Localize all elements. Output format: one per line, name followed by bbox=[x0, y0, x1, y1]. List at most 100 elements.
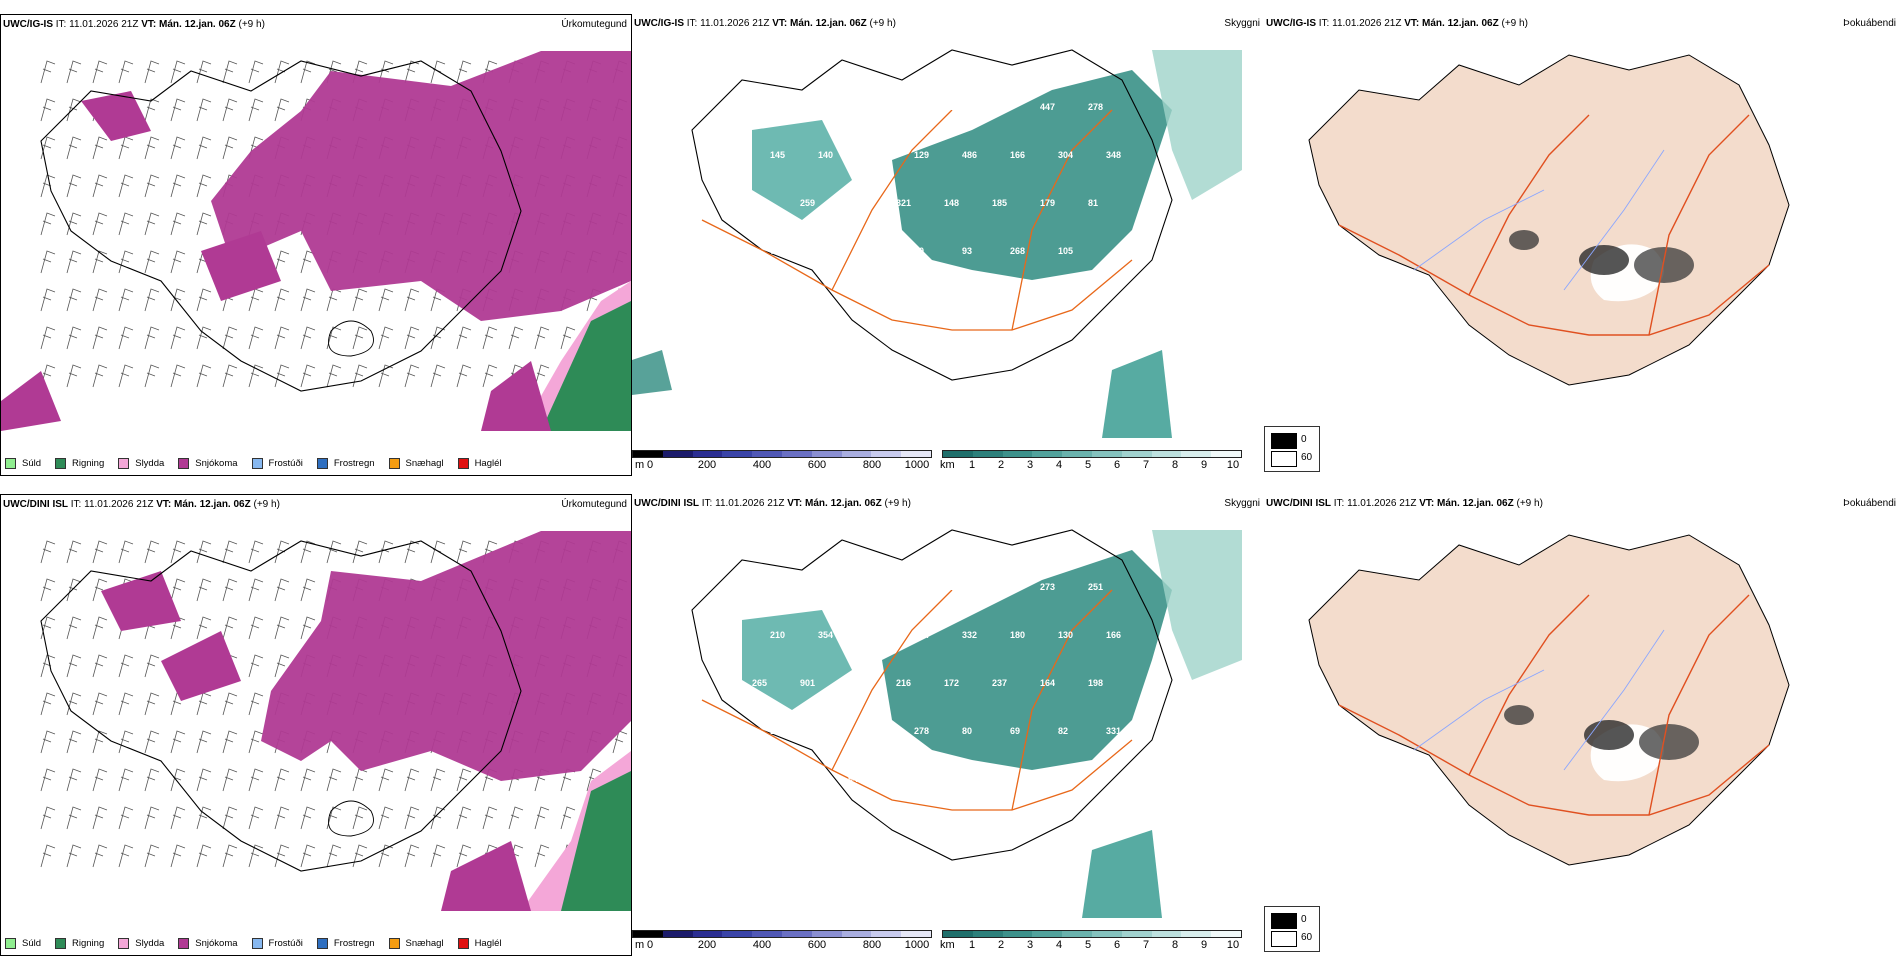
wind-barb bbox=[378, 540, 394, 564]
wind-barb bbox=[248, 326, 264, 350]
colorbar-tick: 1 bbox=[968, 459, 976, 471]
wind-barb bbox=[248, 730, 264, 754]
wind-barb bbox=[40, 844, 56, 868]
row-dini-isl: UWC/DINI ISL IT: 11.01.2026 21Z VT: Mán.… bbox=[0, 494, 1900, 964]
wind-barb bbox=[144, 540, 160, 564]
visibility-value: 32 bbox=[800, 774, 810, 784]
visibility-value: 237 bbox=[992, 678, 1007, 688]
snow-patch-w bbox=[201, 231, 281, 301]
wind-barb bbox=[274, 806, 290, 830]
visibility-low-region-w bbox=[742, 610, 852, 710]
wind-barb bbox=[274, 250, 290, 274]
wind-barb bbox=[118, 540, 134, 564]
wind-barb bbox=[274, 616, 290, 640]
wind-barb bbox=[144, 692, 160, 716]
visibility-value: 93 bbox=[962, 246, 972, 256]
vt-label: VT: bbox=[1404, 18, 1420, 29]
glacier-outline bbox=[328, 800, 374, 837]
wind-barb bbox=[118, 174, 134, 198]
snow-region bbox=[211, 51, 631, 321]
visibility-value: 185 bbox=[992, 198, 1007, 208]
wind-barb bbox=[326, 844, 342, 868]
wind-barb bbox=[144, 98, 160, 122]
wind-barb bbox=[118, 250, 134, 274]
fog-index-panel: UWC/IG-IS IT: 11.01.2026 21Z VT: Mán. 12… bbox=[1264, 14, 1900, 476]
wind-barb bbox=[248, 692, 264, 716]
it-value: 11.01.2026 21Z bbox=[1347, 498, 1417, 509]
wind-barb bbox=[404, 540, 420, 564]
wind-barb bbox=[300, 616, 316, 640]
visibility-value: 83 bbox=[818, 726, 828, 736]
legend-item: Slydda bbox=[118, 458, 164, 469]
visibility-value: 69 bbox=[1010, 726, 1020, 736]
panel-header: UWC/IG-IS IT: 11.01.2026 21Z VT: Mán. 12… bbox=[3, 19, 265, 30]
wind-barb bbox=[300, 288, 316, 312]
visibility-value: 304 bbox=[1058, 150, 1073, 160]
legend-label: 60 bbox=[1301, 452, 1313, 463]
colorbar-tick: 3 bbox=[1026, 459, 1034, 471]
precip-type-panel: UWC/DINI ISL IT: 11.01.2026 21Z VT: Mán.… bbox=[0, 494, 632, 956]
colorbar-tick: 6 bbox=[1113, 459, 1121, 471]
visibility-value: 247 bbox=[866, 246, 881, 256]
fog-dark-area bbox=[1504, 705, 1534, 725]
wind-barb bbox=[378, 768, 394, 792]
panel-header: UWC/DINI ISL IT: 11.01.2026 21Z VT: Mán.… bbox=[1266, 498, 1543, 509]
colorbar-ticks: m 0 200 400 600 800 1000 bbox=[632, 458, 932, 472]
colorbar-ticks: km 1 2 3 4 5 6 7 8 9 10 bbox=[940, 938, 1242, 952]
legend-label: Snæhagl bbox=[405, 458, 444, 469]
wind-barb bbox=[248, 806, 264, 830]
it-label: IT: bbox=[55, 19, 67, 30]
legend-swatch-light bbox=[1271, 451, 1297, 467]
visibility-value: 48 bbox=[896, 774, 906, 784]
wind-barb bbox=[300, 844, 316, 868]
wind-barb bbox=[248, 616, 264, 640]
wind-barb bbox=[92, 806, 108, 830]
visibility-value: 94 bbox=[848, 774, 858, 784]
visibility-low-region bbox=[892, 70, 1172, 280]
wind-barb bbox=[66, 326, 82, 350]
wind-barb bbox=[352, 364, 368, 388]
visibility-value: 321 bbox=[896, 198, 911, 208]
row-ig-is: UWC/IG-IS IT: 11.01.2026 21Z VT: Mán. 12… bbox=[0, 14, 1900, 484]
legend-label: Súld bbox=[22, 458, 42, 469]
visibility-value: 331 bbox=[1106, 726, 1121, 736]
visibility-value: 180 bbox=[1010, 630, 1025, 640]
colorbar-tick: 600 bbox=[807, 459, 827, 471]
wind-barb bbox=[66, 578, 82, 602]
legend-swatch-dark bbox=[1271, 433, 1297, 449]
wind-barb bbox=[300, 540, 316, 564]
wind-barb bbox=[170, 174, 186, 198]
wind-barb bbox=[66, 212, 82, 236]
legend-item: Snæhagl bbox=[388, 938, 444, 949]
wind-barb bbox=[404, 768, 420, 792]
wind-barb bbox=[430, 806, 446, 830]
legend-item: Frostregn bbox=[316, 938, 375, 949]
colorbar-tick: 7 bbox=[1142, 459, 1150, 471]
wind-barb bbox=[430, 768, 446, 792]
panel-header: UWC/DINI ISL IT: 11.01.2026 21Z VT: Mán.… bbox=[3, 499, 280, 510]
wind-barb bbox=[66, 250, 82, 274]
visibility-value-labels: 284 437 969 193 218 186 273 251 210 354 226 274 332 1… bbox=[752, 582, 1121, 784]
legend-swatch-dark bbox=[1271, 913, 1297, 929]
it-label: IT: bbox=[70, 499, 82, 510]
fog-dark-area bbox=[1584, 720, 1634, 750]
visibility-colorbar-m: m 0 200 400 600 800 1000 bbox=[632, 930, 932, 954]
it-value: 11.01.2026 21Z bbox=[69, 19, 139, 30]
colorbar-strip bbox=[632, 930, 932, 938]
wind-barb bbox=[40, 60, 56, 84]
wind-barb bbox=[92, 364, 108, 388]
colorbar-unit: km bbox=[940, 459, 955, 471]
wind-barb bbox=[222, 844, 238, 868]
wind-barb bbox=[66, 60, 82, 84]
visibility-panel: UWC/DINI ISL IT: 11.01.2026 21Z VT: Mán.… bbox=[632, 494, 1264, 956]
lead-time: (+9 h) bbox=[884, 498, 911, 509]
wind-barb bbox=[326, 326, 342, 350]
colorbar-tick: 200 bbox=[697, 939, 717, 951]
wind-barb bbox=[404, 326, 420, 350]
lead-time: (+9 h) bbox=[253, 499, 280, 510]
visibility-value: 354 bbox=[818, 630, 833, 640]
wind-barb bbox=[118, 364, 134, 388]
lead-time: (+9 h) bbox=[1516, 498, 1543, 509]
visibility-value: 216 bbox=[896, 678, 911, 688]
wind-barb bbox=[170, 806, 186, 830]
